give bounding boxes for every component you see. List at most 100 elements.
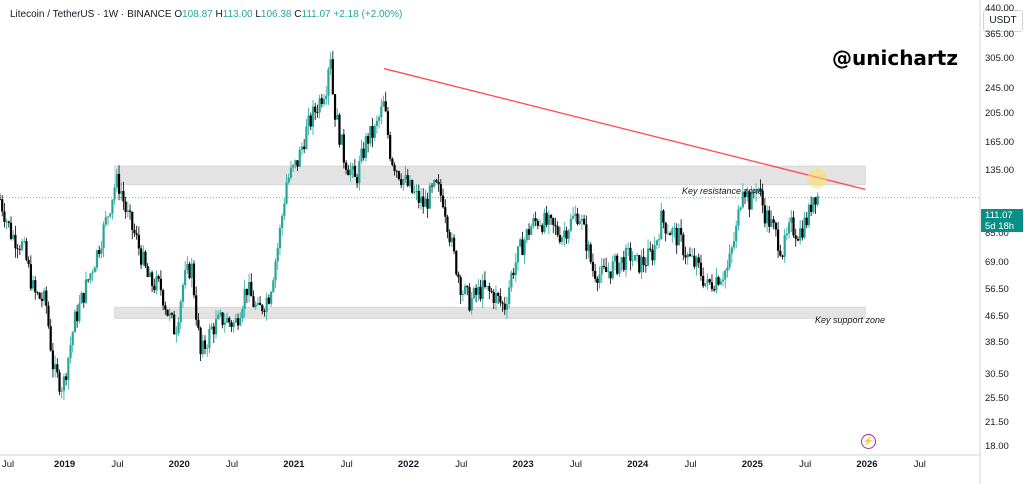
candle xyxy=(82,292,85,308)
candle xyxy=(796,236,800,242)
candle xyxy=(104,211,107,228)
x-tick-label: Jul xyxy=(2,459,15,470)
candle-body xyxy=(378,117,381,121)
candle-body xyxy=(541,225,544,232)
candle-body xyxy=(210,326,213,329)
candle-body xyxy=(730,247,733,254)
candle-body xyxy=(333,94,337,120)
candle xyxy=(530,223,533,236)
currency-button[interactable]: USDT xyxy=(983,10,1023,32)
candle-body xyxy=(479,286,482,299)
candle xyxy=(422,188,425,214)
candle-body xyxy=(355,176,359,184)
candle-body xyxy=(508,287,511,305)
candle-body xyxy=(139,248,143,265)
candle xyxy=(768,206,771,233)
candle xyxy=(250,273,253,297)
candle-body xyxy=(347,169,350,176)
candle-body xyxy=(587,244,590,251)
candle-body xyxy=(1,199,4,212)
candle xyxy=(181,282,185,308)
candle xyxy=(534,211,537,227)
candle-body xyxy=(560,237,564,242)
candle xyxy=(717,275,720,286)
candle-body xyxy=(627,247,630,249)
candle-body xyxy=(71,332,74,346)
candle-body xyxy=(576,213,579,225)
resistance-zone-label: Key resistance zone xyxy=(682,186,764,196)
candle xyxy=(662,209,665,229)
candle xyxy=(765,205,769,232)
candle-body xyxy=(212,326,215,335)
candle xyxy=(569,213,572,233)
candle xyxy=(415,184,418,201)
candle-body xyxy=(78,303,81,322)
candle-body xyxy=(534,218,537,222)
candle xyxy=(578,214,581,226)
candle xyxy=(448,229,451,247)
candle-body xyxy=(770,219,773,227)
candle xyxy=(642,248,645,273)
candle xyxy=(283,197,286,221)
candle-body xyxy=(294,160,297,165)
candle-body xyxy=(245,288,248,296)
candle-body xyxy=(796,238,800,241)
candle-body xyxy=(428,185,431,209)
candle-body xyxy=(739,207,742,210)
candle xyxy=(367,133,370,153)
candle xyxy=(631,251,634,267)
candle xyxy=(713,285,716,292)
y-tick-label: 245.00 xyxy=(985,83,1015,95)
candle-body xyxy=(117,173,121,194)
candle xyxy=(252,290,255,308)
candle xyxy=(563,221,566,247)
x-tick-label: 2026 xyxy=(856,459,878,470)
candle xyxy=(325,86,328,105)
candle xyxy=(296,160,299,172)
candle xyxy=(721,271,725,287)
candle-body xyxy=(382,101,385,107)
candle xyxy=(591,253,595,277)
candle xyxy=(470,291,473,315)
candle xyxy=(206,344,209,357)
candle-body xyxy=(181,284,185,302)
candle-body xyxy=(774,222,777,230)
candle-body xyxy=(276,248,279,262)
candle xyxy=(208,323,211,354)
y-tick-label: 135.00 xyxy=(985,164,1015,176)
candle-body xyxy=(609,271,612,279)
candle xyxy=(316,104,319,119)
candle-body xyxy=(27,259,30,265)
candle xyxy=(148,267,151,278)
candle-body xyxy=(203,340,207,349)
candle xyxy=(459,275,462,305)
x-tick-label: 2024 xyxy=(627,459,649,470)
candle xyxy=(60,387,63,399)
y-tick-label: 21.50 xyxy=(985,416,1009,428)
candle xyxy=(521,231,524,256)
candle xyxy=(671,226,674,243)
candle xyxy=(799,219,802,245)
candle xyxy=(371,118,374,148)
candle xyxy=(27,256,30,268)
candle-body xyxy=(594,270,597,279)
candle xyxy=(20,238,24,252)
candle-body xyxy=(45,290,48,306)
candle-body xyxy=(578,220,581,225)
candle-body xyxy=(651,249,654,261)
lightning-icon[interactable]: ⚡ xyxy=(861,434,876,449)
candle xyxy=(247,273,251,303)
candle-body xyxy=(596,278,599,283)
candle-body xyxy=(12,234,15,239)
candle xyxy=(629,242,632,271)
candle-body xyxy=(29,264,32,289)
candle-body xyxy=(743,191,747,197)
candle-body xyxy=(567,230,570,239)
candle xyxy=(519,237,522,248)
candle-body xyxy=(532,218,535,227)
candle-body xyxy=(73,311,77,333)
candle xyxy=(201,334,204,358)
candle xyxy=(243,279,246,318)
close-value: 111.07 xyxy=(301,9,331,20)
